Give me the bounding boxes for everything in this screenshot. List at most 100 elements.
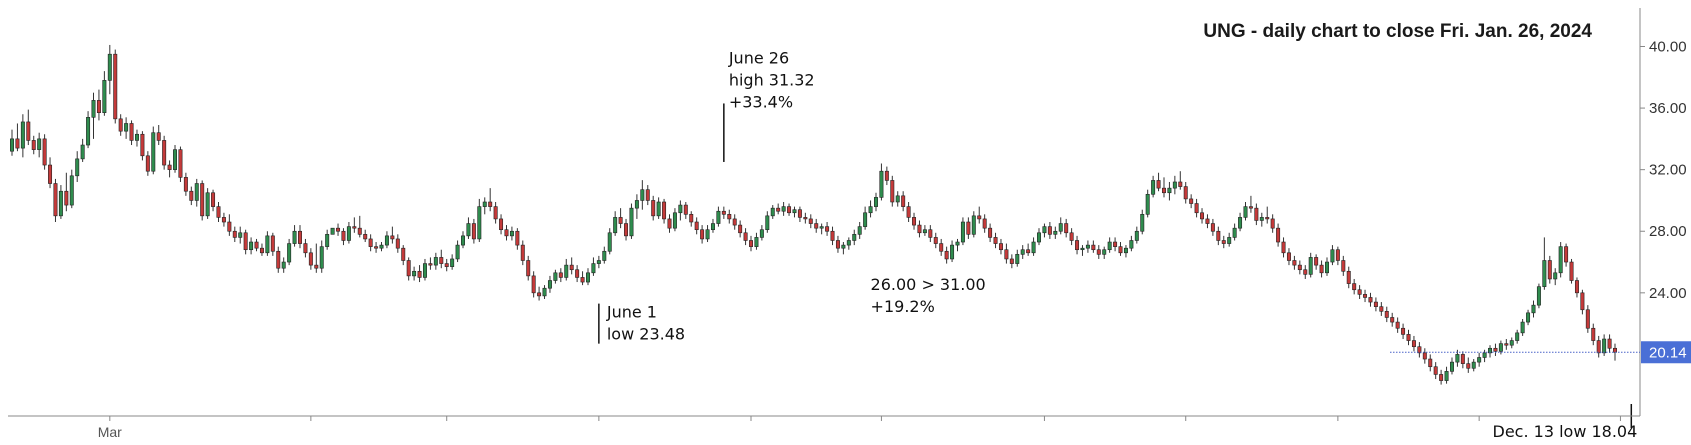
candle: [1205, 214, 1210, 229]
candle-body: [977, 215, 982, 220]
candle-body: [1368, 297, 1373, 303]
candle: [705, 225, 710, 243]
candle: [1417, 342, 1422, 358]
candle-body: [357, 227, 362, 235]
candle-body: [1346, 270, 1351, 284]
candle-body: [395, 238, 400, 249]
candle-body: [265, 235, 270, 254]
candle: [433, 252, 438, 270]
candle: [738, 220, 743, 238]
candle: [857, 222, 862, 239]
candle-body: [624, 223, 629, 237]
candle: [1401, 323, 1406, 340]
candle: [662, 198, 667, 224]
candle-body: [325, 234, 330, 247]
candle-body: [743, 232, 748, 241]
candle: [901, 191, 906, 212]
candle: [221, 212, 226, 227]
candle-body: [499, 218, 504, 231]
candle-body: [488, 201, 493, 207]
candle: [265, 231, 270, 256]
candle-body: [1015, 254, 1020, 264]
candle: [515, 228, 520, 250]
candle-body: [96, 100, 101, 113]
candle: [1379, 302, 1384, 316]
candle: [211, 189, 216, 212]
candle: [352, 217, 357, 233]
candle-body: [341, 230, 346, 241]
candle: [1200, 208, 1205, 224]
candle: [1482, 349, 1487, 363]
candle: [618, 208, 623, 229]
candle-body: [700, 229, 705, 240]
candle: [357, 215, 362, 238]
candle-body: [1004, 249, 1009, 260]
candle: [792, 206, 797, 218]
candle: [482, 197, 487, 215]
candle: [1319, 260, 1324, 278]
candle-body: [1172, 181, 1177, 189]
candle-body: [189, 190, 194, 201]
candle-body: [689, 214, 694, 223]
annotation-labels: June 26 high 31.32 +33.4% June 1 low 23.48 26…: [606, 48, 1637, 441]
candle-body: [857, 226, 862, 235]
candle-body: [1286, 252, 1291, 261]
candle: [1515, 329, 1520, 344]
candle-body: [1553, 272, 1558, 280]
candle-body: [651, 200, 656, 217]
candle-body: [433, 257, 438, 266]
candle-body: [1281, 241, 1286, 254]
candle-body: [667, 218, 672, 229]
candle: [1259, 212, 1264, 227]
candle-body: [1314, 257, 1319, 266]
candle: [1488, 345, 1493, 358]
candle-body: [939, 243, 944, 252]
candle-body: [710, 223, 715, 231]
candle-body: [1596, 340, 1601, 354]
candle-body: [374, 246, 379, 249]
candle: [134, 129, 139, 147]
candle: [118, 114, 123, 136]
candle-body: [406, 260, 411, 277]
candle-body: [183, 177, 188, 192]
candle: [944, 246, 949, 264]
candle-body: [1352, 283, 1357, 291]
candle: [564, 258, 569, 281]
candle: [227, 214, 232, 236]
candle-body: [259, 247, 264, 254]
candle: [1129, 235, 1134, 252]
candle-body: [509, 230, 514, 237]
candle-body: [1064, 223, 1069, 234]
candle: [499, 214, 504, 235]
candle-body: [787, 206, 792, 214]
candle: [406, 257, 411, 281]
candle-body: [1205, 218, 1210, 224]
candle: [102, 71, 107, 116]
candles-group: [10, 44, 1617, 385]
candle: [439, 249, 444, 269]
candle: [298, 225, 302, 249]
candle-body: [37, 138, 42, 150]
candle-body: [1417, 346, 1422, 354]
candle-body: [232, 230, 237, 238]
candle-body: [705, 229, 710, 240]
candle-body: [205, 192, 210, 217]
candle-body: [1515, 332, 1520, 341]
candle-body: [292, 230, 297, 244]
candle-body: [629, 207, 634, 237]
candle-body: [417, 270, 422, 278]
candle-body: [1585, 309, 1590, 329]
candle-body: [781, 206, 786, 212]
candle-body: [998, 243, 1003, 251]
candle: [1145, 189, 1150, 218]
x-axis-ticks: Mar2024: [98, 416, 1621, 440]
candle: [417, 265, 422, 283]
candle: [461, 231, 465, 249]
candle-body: [1183, 186, 1188, 200]
candle-body: [732, 218, 737, 226]
candle-body: [1591, 327, 1596, 341]
candle: [830, 226, 835, 246]
candle: [1433, 362, 1438, 380]
candle: [173, 145, 178, 173]
candle-body: [53, 183, 58, 217]
